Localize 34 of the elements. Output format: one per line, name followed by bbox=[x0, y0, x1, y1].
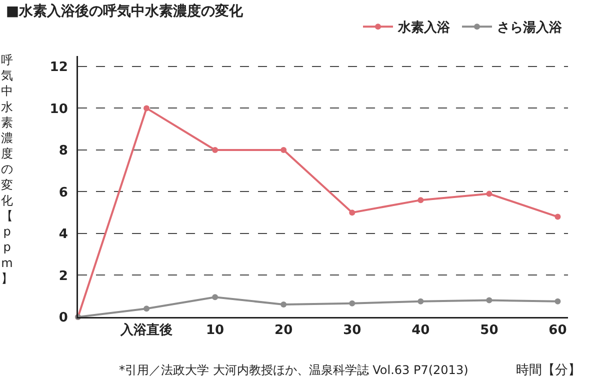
legend-label: さら湯入浴 bbox=[497, 20, 563, 36]
point bbox=[418, 197, 424, 204]
legend-label: 水素入浴 bbox=[397, 20, 451, 36]
point bbox=[554, 298, 561, 304]
x-axis-title: 時間【分】 bbox=[516, 363, 581, 378]
y-tick-label: 2 bbox=[58, 268, 68, 284]
x-tick-label: 30 bbox=[343, 323, 362, 338]
text: 呼気中水素濃度の変化【ppm】 bbox=[1, 53, 13, 286]
point bbox=[349, 300, 356, 306]
point bbox=[486, 190, 492, 197]
point bbox=[554, 214, 561, 220]
point bbox=[418, 298, 424, 304]
point bbox=[280, 301, 287, 308]
chart-title: ■水素入浴後の呼気中水素濃度の変化 bbox=[6, 2, 244, 20]
y-tick-label: 8 bbox=[58, 144, 68, 159]
point bbox=[144, 105, 150, 112]
y-tick-label: 10 bbox=[50, 102, 68, 117]
point bbox=[280, 146, 287, 153]
text: *引用／法政大学 大河内教授ほか、温泉科学誌 Vol.63 P7(2013) bbox=[119, 363, 468, 377]
x-tick-label: 50 bbox=[480, 323, 498, 338]
y-tick-label: 6 bbox=[58, 185, 68, 200]
x-tick-label: 60 bbox=[548, 323, 567, 338]
point bbox=[144, 306, 150, 312]
point bbox=[212, 146, 218, 153]
y-tick-label: 4 bbox=[58, 227, 68, 242]
y-tick-label: 0 bbox=[58, 310, 68, 326]
x-tick-label: 40 bbox=[412, 323, 430, 338]
point bbox=[212, 294, 218, 300]
point bbox=[486, 297, 492, 304]
y-tick-label: 12 bbox=[50, 60, 68, 75]
x-tick-label: 10 bbox=[206, 323, 224, 338]
x-tick-label: 入浴直後 bbox=[120, 322, 173, 338]
point bbox=[349, 210, 356, 216]
x-tick-label: 20 bbox=[274, 323, 293, 338]
